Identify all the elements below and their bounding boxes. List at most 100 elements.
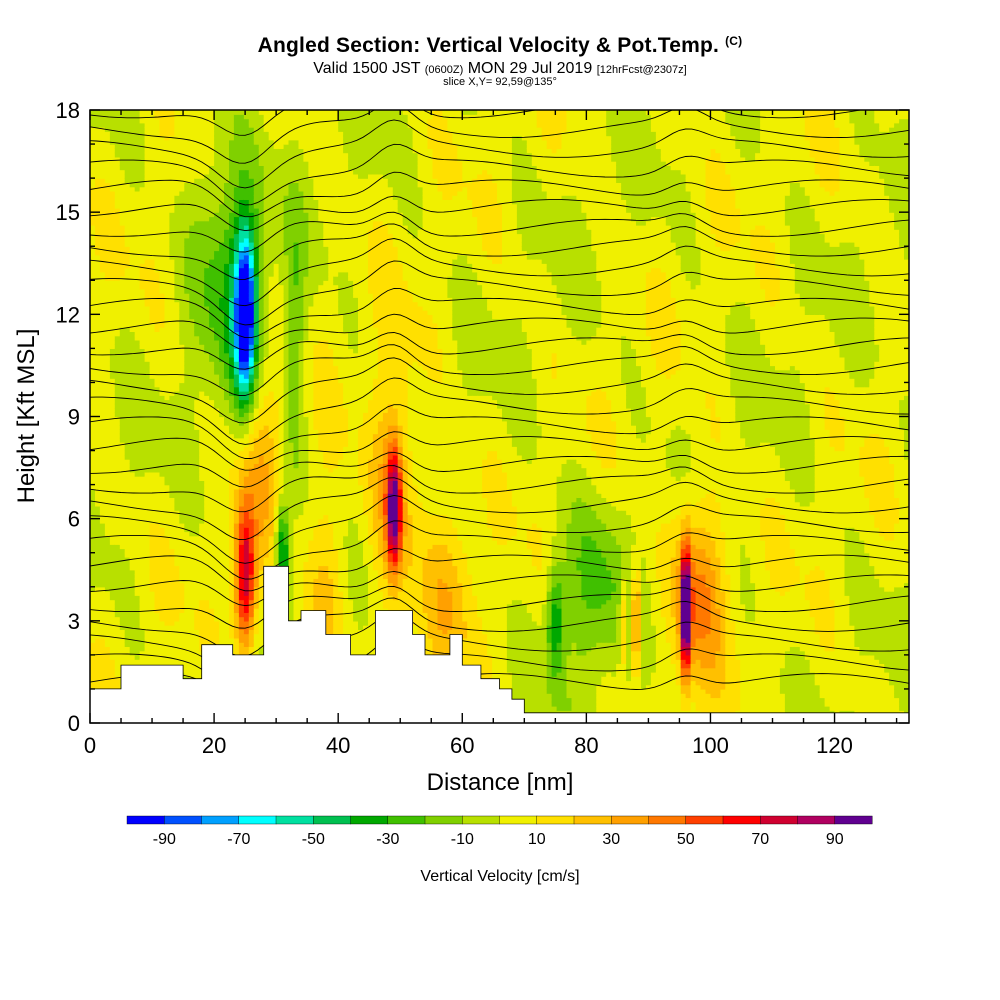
velocity-cell xyxy=(219,561,225,567)
velocity-cell xyxy=(243,522,250,528)
velocity-cell xyxy=(219,629,225,635)
velocity-cell xyxy=(144,544,151,550)
velocity-cell xyxy=(154,382,161,388)
velocity-cell xyxy=(214,382,220,388)
velocity-cell xyxy=(164,608,171,613)
velocity-cell xyxy=(179,569,185,575)
velocity-cell xyxy=(144,224,151,230)
velocity-cell xyxy=(179,501,185,507)
velocity-cell xyxy=(129,331,136,337)
velocity-cell xyxy=(179,540,185,545)
velocity-cell xyxy=(90,373,96,379)
velocity-cell xyxy=(243,437,250,443)
velocity-cell xyxy=(184,557,190,562)
velocity-cell xyxy=(189,544,195,550)
velocity-cell xyxy=(189,561,195,567)
velocity-cell xyxy=(194,207,200,213)
velocity-cell xyxy=(149,284,156,290)
velocity-cell xyxy=(199,637,205,643)
velocity-cell xyxy=(214,535,220,541)
velocity-cell xyxy=(233,356,240,362)
velocity-cell xyxy=(248,425,255,430)
velocity-cell xyxy=(109,148,116,154)
velocity-cell xyxy=(104,433,111,439)
velocity-cell xyxy=(109,471,116,477)
velocity-cell xyxy=(109,497,116,503)
velocity-cell xyxy=(258,493,265,498)
velocity-cell xyxy=(174,305,180,311)
velocity-cell xyxy=(144,297,151,303)
velocity-cell xyxy=(124,425,131,430)
velocity-cell xyxy=(104,344,111,349)
velocity-cell xyxy=(129,565,136,571)
velocity-cell xyxy=(179,178,185,183)
velocity-cell xyxy=(169,450,175,456)
velocity-cell xyxy=(109,165,116,171)
velocity-cell xyxy=(95,169,101,175)
velocity-cell xyxy=(233,144,240,149)
velocity-cell xyxy=(209,403,215,409)
velocity-cell xyxy=(258,335,265,341)
velocity-cell xyxy=(164,514,171,520)
velocity-cell xyxy=(95,471,101,477)
velocity-cell xyxy=(179,488,185,494)
velocity-cell xyxy=(224,165,230,171)
velocity-cell xyxy=(99,476,106,481)
velocity-cell xyxy=(248,646,255,652)
velocity-cell xyxy=(154,642,161,647)
velocity-cell xyxy=(204,488,210,494)
velocity-cell xyxy=(253,476,260,481)
velocity-cell xyxy=(238,608,245,613)
velocity-cell xyxy=(119,148,126,154)
velocity-cell xyxy=(219,135,225,141)
velocity-cell xyxy=(243,548,250,554)
velocity-cell xyxy=(189,165,195,171)
velocity-cell xyxy=(154,165,161,171)
velocity-cell xyxy=(129,459,136,464)
velocity-cell xyxy=(248,318,255,324)
velocity-cell xyxy=(229,344,235,349)
velocity-cell xyxy=(214,373,220,379)
velocity-cell xyxy=(99,591,106,596)
velocity-cell xyxy=(214,591,220,596)
velocity-cell xyxy=(129,118,136,124)
velocity-cell xyxy=(233,488,240,494)
velocity-cell xyxy=(248,476,255,481)
velocity-cell xyxy=(238,527,245,533)
velocity-cell xyxy=(219,391,225,396)
velocity-cell xyxy=(139,199,146,205)
velocity-cell xyxy=(90,207,96,213)
velocity-cell xyxy=(134,654,141,660)
velocity-cell xyxy=(224,612,230,618)
velocity-cell xyxy=(243,246,250,252)
velocity-cell xyxy=(109,510,116,516)
velocity-cell xyxy=(248,395,255,401)
velocity-cell xyxy=(253,216,260,222)
velocity-cell xyxy=(129,169,136,175)
velocity-cell xyxy=(209,301,215,307)
velocity-cell xyxy=(174,339,180,345)
velocity-cell xyxy=(174,476,180,481)
velocity-cell xyxy=(134,557,141,562)
velocity-cell xyxy=(248,322,255,328)
velocity-cell xyxy=(129,173,136,179)
velocity-cell xyxy=(174,527,180,533)
velocity-cell xyxy=(95,271,101,277)
velocity-cell xyxy=(204,229,210,235)
velocity-cell xyxy=(199,305,205,311)
velocity-cell xyxy=(243,382,250,388)
velocity-cell xyxy=(95,199,101,205)
velocity-cell xyxy=(209,224,215,230)
velocity-cell xyxy=(194,591,200,596)
velocity-cell xyxy=(154,271,161,277)
velocity-cell xyxy=(90,582,96,588)
velocity-cell xyxy=(169,442,175,447)
velocity-cell xyxy=(248,637,255,643)
velocity-cell xyxy=(258,391,265,396)
velocity-cell xyxy=(224,276,230,281)
velocity-cell xyxy=(229,599,235,605)
velocity-cell xyxy=(189,599,195,605)
velocity-cell xyxy=(238,625,245,630)
velocity-cell xyxy=(224,574,230,579)
velocity-cell xyxy=(238,642,245,647)
